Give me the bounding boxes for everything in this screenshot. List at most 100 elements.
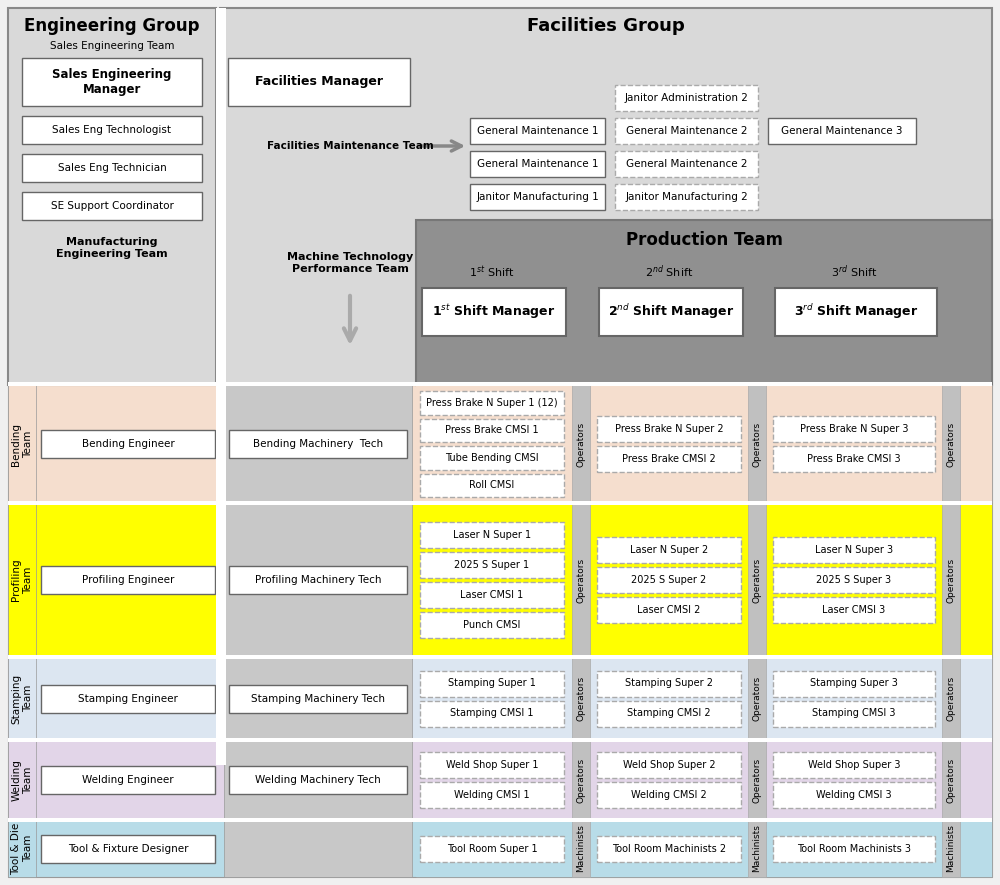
Bar [769,740,957,820]
Text: Press Brake N Super 3: Press Brake N Super 3 [800,424,908,434]
Bar [615,118,758,144]
Text: 1$^{st}$ Shift Manager: 1$^{st}$ Shift Manager [432,303,556,321]
Bar [416,385,992,503]
Bar [220,8,992,385]
Text: Operators: Operators [946,558,956,603]
Bar [41,430,215,458]
Bar [769,503,957,657]
Bar [769,385,957,503]
Text: Laser CMSI 2: Laser CMSI 2 [637,605,701,615]
Bar [942,503,960,657]
Bar [420,552,564,578]
Text: Weld Shop Super 3: Weld Shop Super 3 [808,760,900,770]
Bar [597,671,741,696]
Text: Stamping Super 3: Stamping Super 3 [810,679,898,689]
Text: General Maintenance 2: General Maintenance 2 [626,159,747,169]
Bar [599,288,743,336]
Text: Bending Machinery  Tech: Bending Machinery Tech [253,439,383,449]
Bar [229,566,407,594]
Bar [420,419,564,442]
Bar [420,473,564,497]
Bar [416,503,992,657]
Bar [8,501,992,505]
Bar [41,766,215,794]
Bar [216,8,226,765]
Text: 1$^{st}$ Shift: 1$^{st}$ Shift [469,265,515,280]
Text: Weld Shop Super 1: Weld Shop Super 1 [446,760,538,770]
Bar [420,612,564,638]
Text: Stamping CMSI 1: Stamping CMSI 1 [450,709,534,719]
Bar [8,657,36,740]
Bar [420,701,564,727]
Bar [773,446,935,472]
Text: 2025 S Super 1: 2025 S Super 1 [454,560,530,570]
Text: Janitor Administration 2: Janitor Administration 2 [625,93,748,103]
Text: Tool & Fixture Designer: Tool & Fixture Designer [68,843,188,853]
Bar [942,385,960,503]
Bar [8,8,216,385]
Bar [773,597,935,623]
Text: Welding CMSI 3: Welding CMSI 3 [816,790,892,800]
Bar [597,537,741,563]
Text: General Maintenance 1: General Maintenance 1 [477,126,598,136]
Text: Tool Room Machinists 3: Tool Room Machinists 3 [797,843,911,853]
Text: 2025 S Super 3: 2025 S Super 3 [816,575,892,585]
Text: 2$^{nd}$ Shift: 2$^{nd}$ Shift [645,264,693,281]
Bar [769,657,957,740]
Text: Tool Room Super 1: Tool Room Super 1 [447,843,537,853]
Bar [572,657,590,740]
Bar [228,58,410,106]
Text: Operators: Operators [576,558,586,603]
Bar [942,740,960,820]
Text: Stamping CMSI 3: Stamping CMSI 3 [812,709,896,719]
Text: Operators: Operators [576,421,586,466]
Bar [615,151,758,177]
Text: Press Brake CMSI 3: Press Brake CMSI 3 [807,454,901,464]
Text: Janitor Manufacturing 1: Janitor Manufacturing 1 [476,192,599,202]
Bar [8,740,992,820]
Bar [748,820,766,877]
Text: Profiling
Team: Profiling Team [11,558,33,601]
Bar [593,503,763,657]
Bar [593,740,763,820]
Bar [470,184,605,210]
Text: Press Brake N Super 1 (12): Press Brake N Super 1 (12) [426,397,558,408]
Bar [572,820,590,877]
Bar [773,416,935,442]
Bar [416,220,992,385]
Text: Bending Engineer: Bending Engineer [82,439,174,449]
Bar [8,382,992,386]
Bar [768,118,916,144]
Text: Laser CMSI 3: Laser CMSI 3 [822,605,886,615]
Bar [41,835,215,863]
Bar [470,151,605,177]
Text: Stamping Machinery Tech: Stamping Machinery Tech [251,694,385,704]
Bar [224,385,412,503]
Text: Operators: Operators [753,558,762,603]
Bar [416,657,992,740]
Bar [224,820,412,877]
Bar [416,657,586,740]
Bar [615,184,758,210]
Text: Profiling Machinery Tech: Profiling Machinery Tech [255,575,381,585]
Bar [420,752,564,778]
Bar [8,657,992,740]
Bar [572,503,590,657]
Bar [8,503,36,657]
Text: Stamping Engineer: Stamping Engineer [78,694,178,704]
Bar [773,835,935,861]
Text: 3$^{rd}$ Shift: 3$^{rd}$ Shift [831,264,877,281]
Text: Welding Machinery Tech: Welding Machinery Tech [255,775,381,785]
Bar [597,597,741,623]
Bar [773,752,935,778]
Text: General Maintenance 3: General Maintenance 3 [781,126,903,136]
Bar [8,503,992,657]
Bar [420,522,564,548]
Text: 2025 S Super 2: 2025 S Super 2 [631,575,707,585]
Text: Facilities Group: Facilities Group [527,17,685,35]
Text: Operators: Operators [576,676,586,721]
Bar [224,503,412,657]
Text: Machinists: Machinists [576,825,586,873]
Bar [748,503,766,657]
Bar [748,385,766,503]
